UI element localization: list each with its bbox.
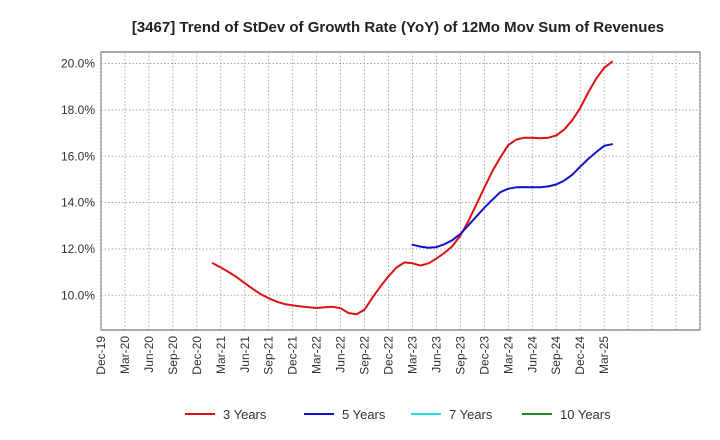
legend: 3 Years 5 Years 7 Years 10 Years [185, 407, 611, 422]
y-tick-label: 16.0% [61, 149, 95, 163]
x-tick-label: Jun-23 [429, 336, 443, 373]
x-tick-label: Dec-19 [94, 336, 108, 375]
x-tick-label: Dec-21 [286, 336, 300, 375]
x-tick-label: Mar-20 [118, 336, 132, 374]
grid-lines [100, 52, 701, 330]
legend-label-10-years: 10 Years [560, 407, 611, 422]
x-tick-label: Dec-20 [190, 336, 204, 375]
chart-title: [3467] Trend of StDev of Growth Rate (Yo… [132, 19, 664, 36]
plot-area [100, 51, 701, 331]
legend-label-3-years: 3 Years [223, 407, 267, 422]
series-line-3-years [211, 60, 614, 316]
x-tick-label: Mar-22 [310, 336, 324, 374]
x-tick-label: Dec-23 [477, 336, 491, 375]
x-tick-label: Mar-23 [405, 336, 419, 374]
y-axis: 10.0% 12.0% 14.0% 16.0% 18.0% 20.0% [61, 57, 95, 303]
x-tick-label: Jun-22 [334, 336, 348, 373]
x-tick-label: Mar-25 [597, 336, 611, 374]
x-tick-label: Mar-24 [501, 336, 515, 374]
legend-label-7-years: 7 Years [449, 407, 493, 422]
x-tick-label: Sep-21 [262, 336, 276, 375]
x-tick-label: Sep-22 [358, 336, 372, 375]
x-tick-label: Jun-21 [238, 336, 252, 373]
y-tick-label: 12.0% [61, 242, 95, 256]
y-tick-label: 18.0% [61, 103, 95, 117]
series-layer [211, 60, 614, 316]
x-tick-label: Sep-23 [453, 336, 467, 375]
x-tick-label: Dec-24 [573, 336, 587, 375]
legend-label-5-years: 5 Years [342, 407, 386, 422]
x-tick-label: Sep-24 [549, 336, 563, 375]
series-line-5-years [411, 143, 614, 249]
x-tick-label: Dec-22 [382, 336, 396, 375]
x-tick-label: Jun-24 [525, 336, 539, 373]
y-tick-label: 14.0% [61, 196, 95, 210]
x-axis: Dec-19 Mar-20 Jun-20 Sep-20 Dec-20 Mar-21 Jun-… [94, 336, 611, 375]
x-tick-label: Sep-20 [166, 336, 180, 375]
y-tick-label: 10.0% [61, 288, 95, 302]
y-tick-label: 20.0% [61, 57, 95, 71]
x-tick-label: Jun-20 [142, 336, 156, 373]
x-tick-label: Mar-21 [214, 336, 228, 374]
